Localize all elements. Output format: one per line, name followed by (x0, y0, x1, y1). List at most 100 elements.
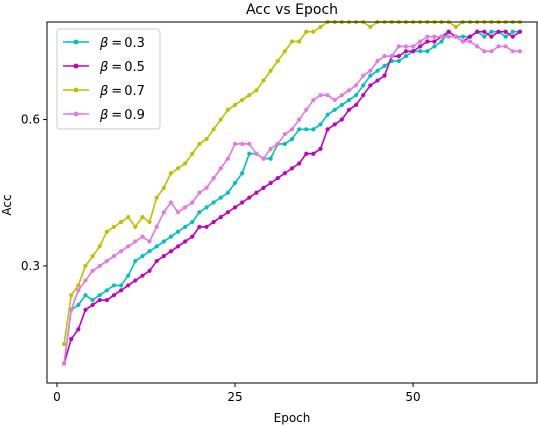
legend-equals: = (111, 36, 122, 51)
data-point (247, 195, 252, 200)
data-point (133, 278, 138, 283)
data-point (240, 141, 245, 147)
data-point (247, 141, 252, 147)
x-tick-label: 50 (405, 390, 420, 404)
data-point (375, 78, 380, 83)
data-point (133, 224, 138, 229)
data-point (183, 224, 188, 229)
data-point (510, 49, 515, 54)
data-point (453, 24, 458, 29)
data-point (168, 200, 174, 205)
legend-item: β = 0.5 (63, 60, 145, 75)
data-point (311, 127, 316, 132)
data-point (425, 34, 430, 39)
data-point (467, 39, 473, 44)
data-point (489, 34, 494, 39)
legend-beta-symbol: β (99, 36, 108, 51)
legend-value: 0.7 (124, 84, 145, 99)
data-point (410, 49, 416, 54)
data-point (297, 127, 302, 132)
data-point (403, 49, 409, 54)
data-point (83, 278, 88, 283)
data-point (467, 34, 473, 39)
y-axis-ticks: 0.3 0.6 (21, 113, 47, 273)
data-point (268, 146, 273, 151)
data-point (190, 151, 195, 156)
data-point (289, 136, 295, 142)
data-point (410, 44, 416, 49)
data-point (403, 44, 409, 49)
data-point (190, 200, 195, 205)
data-point (154, 244, 159, 249)
data-point (140, 273, 145, 278)
data-point (339, 102, 344, 108)
data-point (126, 283, 131, 288)
legend-item: β = 0.3 (63, 36, 145, 51)
data-point (190, 219, 195, 225)
data-point (254, 88, 259, 93)
data-point (325, 93, 330, 98)
data-point (282, 132, 287, 137)
legend-marker-swatch (73, 39, 79, 45)
data-point (311, 97, 316, 103)
data-point (154, 224, 159, 229)
data-point (346, 97, 352, 103)
data-point (275, 141, 280, 147)
legend-label: β = 0.7 (99, 84, 145, 99)
data-point (489, 29, 494, 34)
data-point (76, 302, 81, 308)
data-point (161, 210, 166, 215)
data-point (418, 44, 423, 49)
legend-label: β = 0.5 (99, 60, 145, 75)
data-point (175, 244, 181, 249)
data-point (211, 127, 216, 132)
data-point (268, 156, 273, 161)
data-point (339, 117, 344, 122)
data-point (282, 141, 287, 147)
data-point (183, 161, 188, 166)
data-point (268, 68, 273, 73)
data-point (154, 195, 159, 200)
data-point (247, 151, 252, 156)
legend-value: 0.9 (124, 108, 145, 123)
data-point (97, 263, 102, 269)
data-point (510, 29, 515, 34)
data-point (460, 34, 466, 39)
data-point (460, 39, 466, 44)
data-point (517, 29, 523, 34)
data-point (76, 288, 81, 293)
data-point (76, 283, 81, 288)
data-point (382, 63, 387, 69)
data-point (90, 268, 95, 273)
data-point (425, 39, 430, 44)
data-point (61, 341, 67, 347)
data-point (197, 190, 202, 195)
data-point (69, 336, 74, 342)
data-point (275, 176, 280, 181)
data-point (311, 151, 316, 156)
data-point (403, 54, 409, 59)
data-point (147, 219, 152, 225)
data-point (375, 68, 380, 73)
data-point (517, 49, 523, 54)
data-point (232, 180, 238, 186)
data-point (475, 44, 480, 49)
data-point (475, 29, 480, 34)
data-point (304, 127, 309, 132)
data-point (304, 107, 309, 112)
data-point (218, 195, 223, 200)
data-point (354, 102, 359, 108)
data-point (126, 215, 131, 220)
data-point (211, 176, 216, 181)
data-point (439, 34, 444, 39)
data-point (368, 68, 373, 73)
y-tick-label: 0.6 (21, 113, 40, 127)
data-point (268, 180, 273, 186)
data-point (140, 254, 145, 259)
data-point (161, 185, 166, 190)
data-point (510, 34, 515, 39)
data-point (97, 244, 102, 249)
data-point (225, 190, 230, 195)
data-point (318, 146, 323, 151)
legend-beta-symbol: β (99, 84, 108, 99)
